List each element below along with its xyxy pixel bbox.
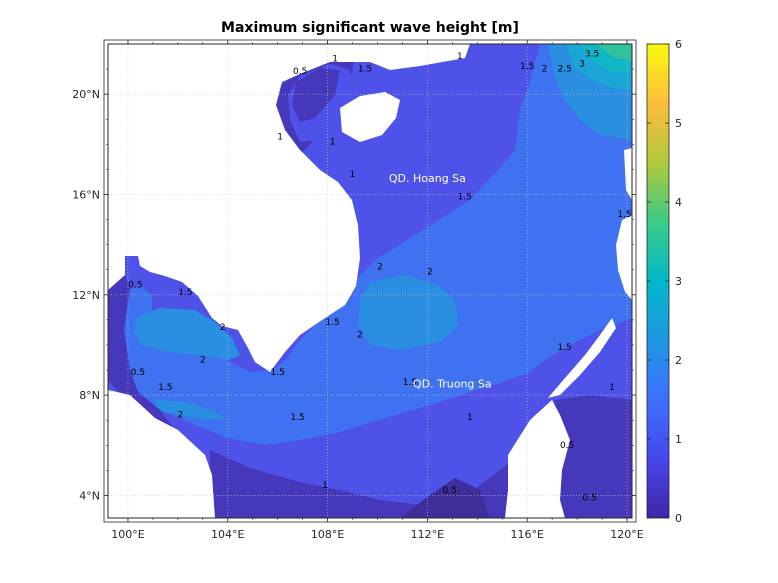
place-label: QD. Hoang Sa (389, 172, 466, 185)
contour-label: 0.5 (128, 280, 142, 290)
colorbar-tick-label: 1 (675, 433, 682, 446)
map-frame (107, 43, 633, 519)
lon-tick-label: 108°E (311, 528, 344, 541)
land-luzon-north (624, 148, 632, 200)
wave-zone-2m-gulf-of-thailand (134, 308, 240, 360)
contour-label: 0.5 (131, 368, 145, 378)
land-malay-peninsula (108, 390, 215, 518)
wave-zone-0-5m-sulu (555, 395, 632, 518)
contour-label: 2 (200, 356, 206, 366)
contour-labels: 1 1 1.5 1.5 0.5 2 3 2.5 3.5 1 1 1 1.5 1.5 2 2 1.5 0.5 2 2 1.… (128, 50, 631, 504)
wave-zone-0-5m-south (210, 440, 545, 518)
contour-label: 1 (350, 170, 356, 180)
lon-tick-label: 100°E (111, 528, 144, 541)
contour-label: 1.5 (520, 62, 534, 72)
contour-label: 2 (220, 323, 226, 333)
colorbar-tick-label: 5 (675, 117, 682, 130)
contour-label: 1 (330, 137, 336, 147)
contour-label: 1.5 (403, 378, 417, 388)
contour-label: 1.5 (325, 318, 339, 328)
contour-label: 1 (322, 481, 328, 491)
lon-tick-label: 112°E (411, 528, 444, 541)
colorbar: 0 1 2 3 4 5 6 (646, 38, 682, 525)
place-label: QD. Truong Sa (413, 378, 492, 391)
contour-label: 3 (579, 60, 585, 70)
land-hainan-island (340, 92, 400, 142)
map-title: Maximum significant wave height [m] (221, 20, 519, 36)
contour-label: 0.5 (582, 493, 596, 503)
colorbar-tick-label: 4 (675, 196, 682, 209)
axis-ticks (104, 40, 636, 522)
place-labels: QD. Hoang Sa QD. Truong Sa (389, 172, 492, 391)
wave-zone-2m-central (358, 275, 458, 350)
lon-tick-label: 116°E (510, 528, 543, 541)
contour-label: 1.5 (290, 413, 304, 423)
lat-tick-label: 4°N (79, 489, 100, 502)
wave-zone-1-5m (124, 44, 632, 445)
axis-labels: 100°E 104°E 108°E 112°E 116°E 120°E 4°N 8°N 12°N… (72, 88, 644, 541)
contour-label: 2 (427, 268, 433, 278)
lat-tick-label: 16°N (72, 188, 100, 201)
contour-label: 2.5 (557, 65, 571, 75)
contour-label: 0.5 (293, 67, 307, 77)
contour-label: 1.5 (557, 343, 571, 353)
contour-label: 2 (542, 65, 548, 75)
colorbar-tick-label: 0 (675, 512, 682, 525)
wave-zone-2m-south-cambodia (155, 400, 225, 420)
contour-label: 2 (177, 411, 183, 421)
contour-label: 1.5 (178, 288, 192, 298)
contour-label: 1.5 (458, 192, 472, 202)
contour-label: 1 (277, 132, 283, 142)
land-borneo (505, 400, 570, 518)
contour-label: 1 (457, 52, 463, 62)
map-outer-frame (103, 39, 637, 523)
wave-zone-3-5m (595, 44, 632, 60)
lon-tick-label: 104°E (211, 528, 244, 541)
contour-label: 0.5 (443, 486, 457, 496)
contour-label: 0.5 (560, 441, 574, 451)
lat-tick-label: 20°N (72, 88, 100, 101)
contour-label: 1.5 (358, 65, 372, 75)
contour-label: 1 (609, 383, 615, 393)
colorbar-tick-label: 3 (675, 275, 682, 288)
wave-zone-0m-south (400, 478, 490, 518)
contour-label: 1.5 (158, 383, 172, 393)
lon-tick-label: 120°E (610, 528, 643, 541)
land-palawan (548, 318, 616, 398)
wave-zone-0-5m-west-coast (108, 275, 175, 430)
contour-label: 3.5 (585, 50, 599, 60)
contour-label: 1.5 (617, 210, 631, 220)
colorbar-tick-label: 2 (675, 354, 682, 367)
contour-label: 2 (377, 263, 383, 273)
contour-label: 1 (332, 55, 338, 65)
map-plot-area: 1 1 1.5 1.5 0.5 2 3 2.5 3.5 1 1 1 1.5 1.5 2 2 1.5 0.5 2 2 1.… (108, 44, 632, 518)
lat-tick-label: 8°N (79, 389, 100, 402)
land-philippines (616, 215, 632, 300)
map-grid (108, 44, 632, 518)
colorbar-tick-label: 6 (675, 38, 682, 51)
lat-tick-label: 12°N (72, 289, 100, 302)
contour-label: 1.5 (271, 368, 285, 378)
contour-label: 1 (467, 413, 473, 423)
colorbar-ticks: 0 1 2 3 4 5 6 (647, 38, 682, 525)
contour-label: 2 (357, 330, 363, 340)
land-gulf-of-tonkin-inner-low (292, 68, 340, 122)
land-mainland-indochina (108, 44, 470, 372)
